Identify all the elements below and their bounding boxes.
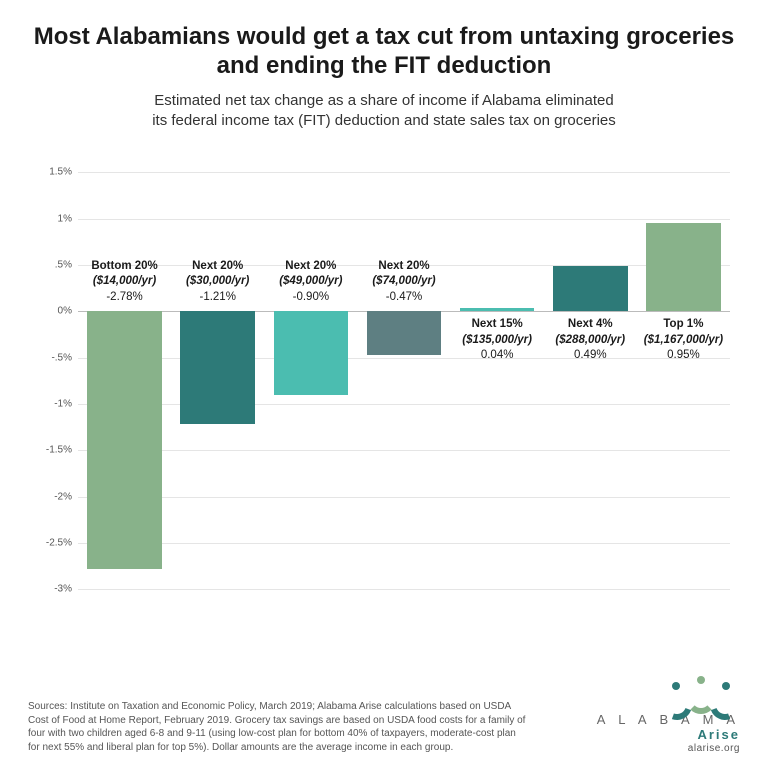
- bar: [87, 311, 162, 569]
- y-axis-tick-label: -3%: [28, 584, 72, 595]
- bar-label: Next 20%($49,000/yr)-0.90%: [266, 259, 356, 306]
- y-axis-tick-label: .5%: [28, 260, 72, 271]
- bar: [460, 308, 535, 312]
- bar-label: Next 20%($74,000/yr)-0.47%: [359, 259, 449, 306]
- bar-label: Next 15%($135,000/yr)0.04%: [452, 317, 542, 364]
- bar: [180, 311, 255, 423]
- gridline: [78, 404, 730, 405]
- bar: [367, 311, 442, 355]
- y-axis-tick-label: -1%: [28, 399, 72, 410]
- bar: [553, 266, 628, 311]
- y-axis-tick-label: -2.5%: [28, 538, 72, 549]
- logo-icon: [662, 680, 740, 710]
- bar-label: Next 20%($30,000/yr)-1.21%: [173, 259, 263, 306]
- y-axis-tick-label: -1.5%: [28, 445, 72, 456]
- bar-label: Top 1%($1,167,000/yr)0.95%: [638, 317, 728, 364]
- bar: [646, 223, 721, 311]
- chart-area: 1.5% 1% .5% 0% -.5% -1% -1.5% -2% -2.5% -3% Bottom…: [28, 153, 740, 618]
- chart-title: Most Alabamians would get a tax cut from…: [28, 22, 740, 81]
- bar-label: Bottom 20%($14,000/yr)-2.78%: [80, 259, 170, 306]
- chart-subtitle: Estimated net tax change as a share of i…: [28, 91, 740, 132]
- source-note: Sources: Institute on Taxation and Econo…: [28, 700, 528, 754]
- gridline: [78, 450, 730, 451]
- alabama-arise-logo: A L A B A M AArise alarise.org: [597, 680, 740, 754]
- y-axis-tick-label: -.5%: [28, 352, 72, 363]
- gridline: [78, 219, 730, 220]
- bar-label: Next 4%($288,000/yr)0.49%: [545, 317, 635, 364]
- gridline: [78, 543, 730, 544]
- y-axis-tick-label: 0%: [28, 306, 72, 317]
- gridline: [78, 172, 730, 173]
- bar: [274, 311, 349, 394]
- y-axis-tick-label: 1.5%: [28, 167, 72, 178]
- y-axis-tick-label: -2%: [28, 491, 72, 502]
- gridline: [78, 497, 730, 498]
- y-axis-tick-label: 1%: [28, 213, 72, 224]
- gridline: [78, 589, 730, 590]
